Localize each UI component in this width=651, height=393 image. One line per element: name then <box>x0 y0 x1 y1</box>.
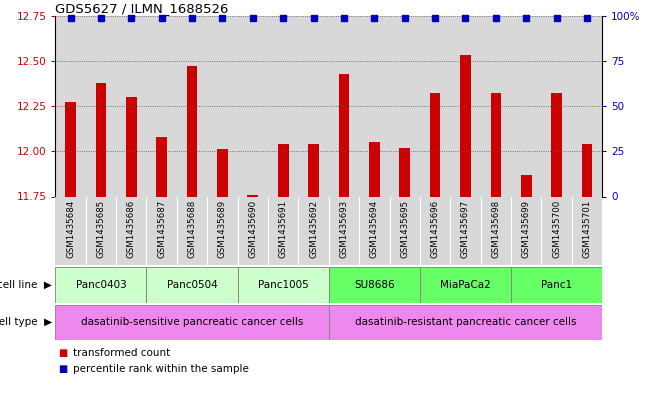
Bar <box>572 196 602 265</box>
Text: GSM1435691: GSM1435691 <box>279 200 288 258</box>
Bar <box>177 16 207 196</box>
Bar <box>400 148 410 196</box>
Bar <box>430 94 440 196</box>
Text: GSM1435686: GSM1435686 <box>127 200 136 258</box>
Bar <box>480 196 511 265</box>
Bar <box>551 94 562 196</box>
Bar <box>450 16 480 196</box>
Bar <box>238 267 329 303</box>
Text: GSM1435684: GSM1435684 <box>66 200 75 258</box>
Text: GSM1435697: GSM1435697 <box>461 200 470 258</box>
Bar <box>420 267 511 303</box>
Bar <box>389 16 420 196</box>
Bar <box>420 196 450 265</box>
Bar <box>480 16 511 196</box>
Bar <box>207 16 238 196</box>
Bar <box>582 144 592 196</box>
Text: ■: ■ <box>59 347 68 358</box>
Text: Panc1: Panc1 <box>541 280 572 290</box>
Text: dasatinib-resistant pancreatic cancer cells: dasatinib-resistant pancreatic cancer ce… <box>355 317 576 327</box>
Bar <box>146 196 177 265</box>
Text: cell line  ▶: cell line ▶ <box>0 280 52 290</box>
Bar <box>359 196 389 265</box>
Text: GSM1435689: GSM1435689 <box>218 200 227 258</box>
Bar <box>238 16 268 196</box>
Bar <box>55 16 86 196</box>
Bar <box>450 196 480 265</box>
Bar <box>298 196 329 265</box>
Bar <box>268 16 298 196</box>
Bar <box>511 16 542 196</box>
Text: GSM1435693: GSM1435693 <box>339 200 348 258</box>
Bar <box>177 196 207 265</box>
Bar <box>329 305 602 340</box>
Bar <box>329 196 359 265</box>
Text: GSM1435694: GSM1435694 <box>370 200 379 258</box>
Bar <box>146 16 177 196</box>
Bar <box>86 16 116 196</box>
Bar <box>389 196 420 265</box>
Bar <box>247 195 258 196</box>
Text: Panc0403: Panc0403 <box>76 280 126 290</box>
Text: cell type  ▶: cell type ▶ <box>0 317 52 327</box>
Bar <box>268 196 298 265</box>
Text: Panc1005: Panc1005 <box>258 280 309 290</box>
Bar <box>309 144 319 196</box>
Text: SU8686: SU8686 <box>354 280 395 290</box>
Text: MiaPaCa2: MiaPaCa2 <box>440 280 491 290</box>
Bar <box>156 137 167 196</box>
Bar <box>55 305 329 340</box>
Text: GSM1435701: GSM1435701 <box>583 200 592 258</box>
Bar <box>116 16 146 196</box>
Text: GSM1435700: GSM1435700 <box>552 200 561 258</box>
Bar <box>86 196 116 265</box>
Bar <box>217 149 228 196</box>
Bar <box>207 196 238 265</box>
Bar <box>521 175 532 196</box>
Bar <box>116 196 146 265</box>
Bar <box>542 16 572 196</box>
Text: GSM1435695: GSM1435695 <box>400 200 409 258</box>
Bar <box>511 267 602 303</box>
Text: GSM1435690: GSM1435690 <box>248 200 257 258</box>
Bar <box>511 196 542 265</box>
Text: percentile rank within the sample: percentile rank within the sample <box>73 364 249 374</box>
Bar <box>126 97 137 196</box>
Bar <box>146 267 238 303</box>
Bar <box>55 196 86 265</box>
Text: Panc0504: Panc0504 <box>167 280 217 290</box>
Bar <box>238 196 268 265</box>
Bar <box>491 94 501 196</box>
Bar <box>369 142 380 196</box>
Bar <box>65 103 76 196</box>
Bar <box>542 196 572 265</box>
Bar <box>96 83 106 196</box>
Bar <box>420 16 450 196</box>
Text: GSM1435699: GSM1435699 <box>521 200 531 258</box>
Bar <box>298 16 329 196</box>
Bar <box>278 144 288 196</box>
Text: GSM1435687: GSM1435687 <box>157 200 166 258</box>
Text: GSM1435692: GSM1435692 <box>309 200 318 258</box>
Bar <box>572 16 602 196</box>
Bar <box>55 267 146 303</box>
Text: GSM1435688: GSM1435688 <box>187 200 197 258</box>
Bar <box>460 55 471 196</box>
Bar <box>359 16 389 196</box>
Text: ■: ■ <box>59 364 68 374</box>
Text: GSM1435698: GSM1435698 <box>492 200 501 258</box>
Text: GDS5627 / ILMN_1688526: GDS5627 / ILMN_1688526 <box>55 2 229 15</box>
Text: GSM1435696: GSM1435696 <box>430 200 439 258</box>
Bar <box>339 73 349 196</box>
Bar <box>329 16 359 196</box>
Bar <box>329 267 420 303</box>
Text: transformed count: transformed count <box>73 347 170 358</box>
Text: GSM1435685: GSM1435685 <box>96 200 105 258</box>
Bar <box>187 66 197 196</box>
Text: dasatinib-sensitive pancreatic cancer cells: dasatinib-sensitive pancreatic cancer ce… <box>81 317 303 327</box>
